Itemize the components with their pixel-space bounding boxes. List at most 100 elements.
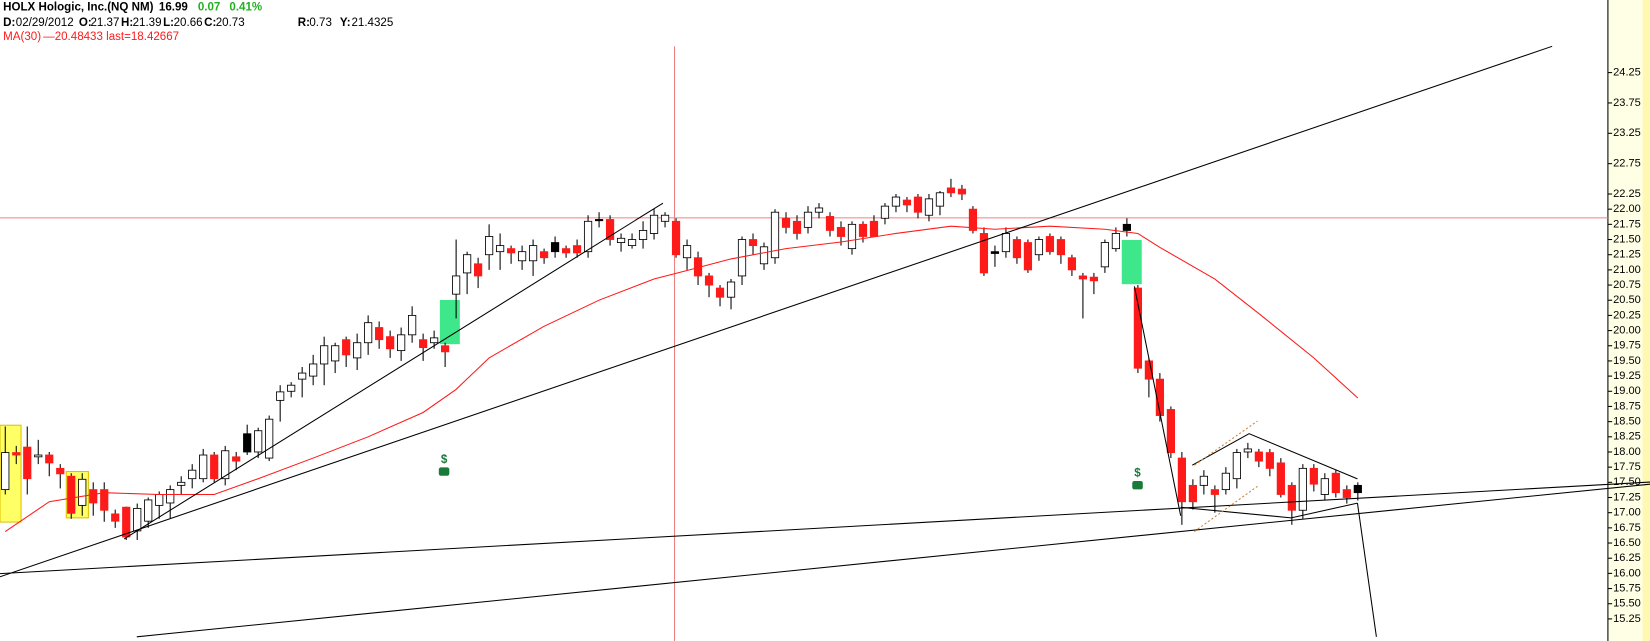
candle-body	[1254, 451, 1263, 462]
label: H:	[121, 17, 133, 29]
header: HOLX Hologic, Inc.(NQ NM) 16.99 0.07 0.4…	[3, 1, 393, 42]
y-tick-label: 18.50	[1613, 416, 1641, 428]
candle-body	[616, 237, 626, 243]
y-tick-label: 24.25	[1613, 67, 1641, 79]
candle-body	[924, 198, 934, 216]
r-value: 0.73	[309, 17, 332, 29]
candle-body	[78, 478, 87, 506]
candle-body	[1078, 275, 1088, 280]
candle-body	[1331, 472, 1340, 494]
candle-body	[605, 219, 615, 240]
candle-body	[397, 334, 406, 352]
y-tick-label: 17.00	[1613, 507, 1641, 519]
y-tick-label: 21.25	[1613, 249, 1641, 261]
candle-body	[1056, 239, 1066, 256]
event-box	[439, 299, 460, 345]
candle-body	[1001, 233, 1011, 253]
candle-body	[528, 245, 538, 262]
y-tick-label: 21.75	[1613, 218, 1641, 230]
y-tick-label: 19.00	[1613, 385, 1641, 397]
y-tick-label: 18.00	[1613, 446, 1641, 458]
triangle-upper	[1191, 433, 1358, 480]
label: C:	[204, 17, 216, 29]
y-tick-label: 15.25	[1613, 613, 1641, 625]
candle-body	[814, 207, 824, 213]
y-tick-label: 15.50	[1613, 598, 1641, 610]
candle-body	[1144, 360, 1154, 380]
candle-body	[23, 446, 32, 480]
candle-body	[485, 236, 494, 256]
candle-body	[649, 214, 659, 234]
candle-body	[1232, 452, 1241, 480]
y-tick-label: 16.25	[1613, 552, 1641, 564]
candle-body	[858, 223, 868, 237]
candle-body	[177, 481, 186, 486]
candle-body	[276, 391, 285, 401]
channel-line	[1194, 420, 1258, 466]
y-tick-label: 16.75	[1613, 522, 1641, 534]
candle-body	[902, 199, 912, 206]
candle-body	[254, 430, 263, 453]
y-tick-label: 22.25	[1613, 188, 1641, 200]
candle-body	[748, 239, 758, 247]
candle-body	[968, 208, 978, 231]
trendline	[136, 483, 1650, 638]
y-tick-label: 21.50	[1613, 233, 1641, 245]
change: 0.07	[198, 1, 221, 13]
candle-body	[89, 489, 98, 504]
y-tick-label: 20.25	[1613, 309, 1641, 321]
plot	[1, 178, 1362, 540]
candle-body	[594, 219, 604, 222]
candle-body	[495, 245, 505, 253]
candle-body	[353, 342, 362, 359]
candle-body	[1265, 452, 1274, 469]
candle-body	[836, 226, 846, 237]
candle-body	[265, 418, 274, 459]
trendline	[1133, 286, 1182, 516]
candle-body	[408, 314, 417, 336]
y-tick-label: 16.50	[1613, 537, 1641, 549]
dividend-icon	[1132, 481, 1143, 490]
candle-body	[726, 281, 736, 298]
candle-body	[1298, 467, 1307, 511]
candle-body	[122, 506, 131, 538]
candle-body	[1133, 287, 1143, 369]
dividend-marker: $	[441, 454, 448, 466]
date: 02/29/2012	[16, 17, 74, 29]
candle-body	[671, 220, 681, 256]
change-pct: 0.41%	[229, 1, 262, 13]
candle-body	[1342, 489, 1351, 498]
candle-body	[375, 327, 384, 341]
candle-body	[419, 339, 428, 348]
candle-body	[715, 287, 725, 298]
label: L:	[163, 17, 174, 29]
candle-body	[935, 192, 945, 207]
y-tick-label: 19.75	[1613, 340, 1641, 352]
candle-body	[1320, 478, 1329, 495]
y-tick-label: 18.25	[1613, 431, 1641, 443]
candle-body	[364, 322, 373, 344]
candle-body	[1045, 236, 1055, 253]
candle-body	[320, 345, 329, 365]
candle-body	[1166, 409, 1175, 454]
candle-body	[1276, 462, 1285, 495]
candle-body	[704, 275, 714, 286]
candle-body	[1177, 457, 1186, 503]
candle-body	[550, 242, 560, 253]
candle-body	[913, 196, 923, 213]
candle-body	[1210, 489, 1219, 495]
candle-body	[463, 254, 472, 274]
candle-body	[232, 456, 241, 462]
label: O:	[79, 17, 92, 29]
candle-body	[506, 248, 516, 254]
label: R:	[298, 17, 310, 29]
y-tick-label: 21.00	[1613, 264, 1641, 276]
low: 20.66	[174, 17, 203, 29]
candle-body	[56, 467, 65, 475]
ma-readout: —20.48433 last=18.42667	[43, 31, 179, 43]
candle-body	[1155, 378, 1164, 416]
candle-body	[1100, 242, 1110, 268]
y-tick-label: 17.50	[1613, 476, 1641, 488]
dividend-icons: $ $	[438, 454, 1143, 490]
